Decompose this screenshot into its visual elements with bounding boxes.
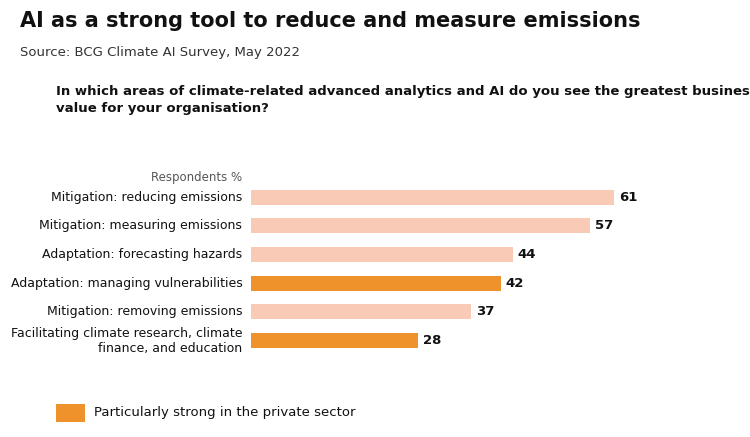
Text: Facilitating climate research, climate
finance, and education: Facilitating climate research, climate f… [10,326,242,354]
Bar [251,305,472,319]
Text: 28: 28 [422,334,441,347]
Text: Mitigation: removing emissions: Mitigation: removing emissions [46,305,242,319]
Text: 61: 61 [619,191,638,204]
Text: 42: 42 [506,277,524,290]
Bar [251,333,418,348]
Text: Respondents %: Respondents % [152,171,242,184]
Bar [251,247,513,262]
Text: Particularly strong in the private sector: Particularly strong in the private secto… [94,406,356,420]
Text: AI as a strong tool to reduce and measure emissions: AI as a strong tool to reduce and measur… [20,11,640,31]
Text: 57: 57 [596,219,613,232]
Text: 44: 44 [518,248,536,261]
Text: 37: 37 [476,305,494,319]
Text: Source: BCG Climate AI Survey, May 2022: Source: BCG Climate AI Survey, May 2022 [20,46,300,59]
Bar [251,190,614,205]
Text: Adaptation: forecasting hazards: Adaptation: forecasting hazards [42,248,242,261]
Text: In which areas of climate-related advanced analytics and AI do you see the great: In which areas of climate-related advanc… [56,85,750,115]
Bar [251,218,590,233]
Text: Adaptation: managing vulnerabilities: Adaptation: managing vulnerabilities [10,277,242,290]
Text: Mitigation: measuring emissions: Mitigation: measuring emissions [40,219,242,232]
Bar [251,276,501,291]
Text: Mitigation: reducing emissions: Mitigation: reducing emissions [51,191,242,204]
